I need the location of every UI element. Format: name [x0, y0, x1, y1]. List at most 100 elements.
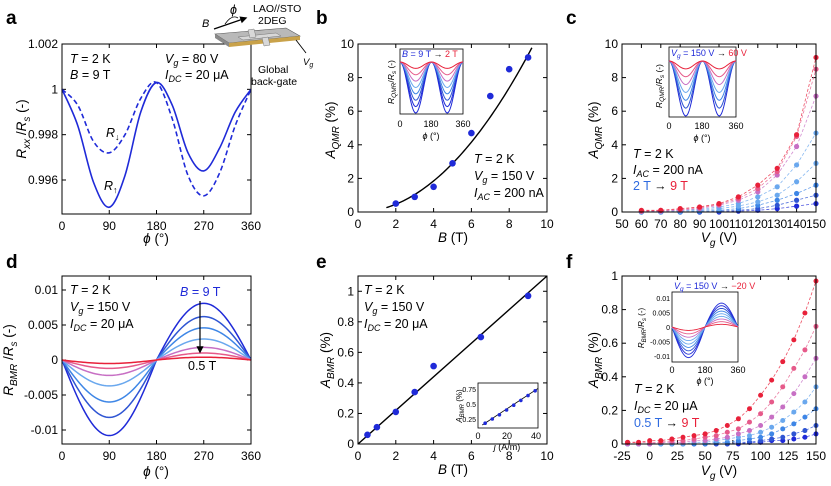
- e-xtick-label: 0: [355, 449, 362, 463]
- panel-c-data-point: [794, 203, 800, 209]
- panel-f-inset-xlabel: ϕ (°): [696, 376, 713, 386]
- d-xtick-label: 360: [241, 449, 261, 463]
- b-xtick-label: 0: [355, 217, 362, 231]
- panel-e-inset-frame: [477, 382, 539, 429]
- panel-e-x-tick-labels: 0 2 4 6 8 10: [355, 449, 554, 463]
- panel-e-data-point: [392, 408, 400, 416]
- panel-e-label: e: [316, 252, 327, 273]
- panel-f-data-point: [758, 392, 764, 398]
- device-phi-label: ϕ: [230, 3, 237, 17]
- panel-f-inset-ytick-label: 0.01: [656, 296, 670, 303]
- panel-b-inset-xtick-0: 0: [397, 119, 402, 129]
- panel-c-series-line: [641, 95, 817, 212]
- panel-b-data-point: [524, 54, 532, 61]
- device-back-gate-label: back-gate: [251, 76, 297, 88]
- panel-b-y-tick-labels: 0 2 4 6 8 10: [341, 37, 355, 219]
- panel-f-inset-xtick-0: 0: [669, 365, 674, 375]
- panel-f-data-point: [713, 428, 719, 434]
- f-xtick-label: 50: [698, 449, 712, 463]
- e-ytick-label: 0.4: [337, 376, 354, 390]
- a-ytick-label: 0.998: [28, 128, 58, 142]
- panel-c-data-point: [755, 199, 761, 205]
- device-vg-label: Vg: [303, 57, 313, 69]
- panel-e-inset-ytick-label: 0.25: [462, 417, 476, 424]
- panel-f-data-point: [780, 384, 786, 390]
- panel-c-data-point: [794, 162, 800, 168]
- panel-f-data-point: [680, 434, 686, 440]
- panel-f-inset: -0.01 -0.005 0 0.005 0.01 Vg = 150 V → −20 V…: [637, 281, 755, 386]
- a-xtick-label: 270: [194, 219, 214, 233]
- panel-f-data-point: [758, 411, 764, 417]
- panel-b-xlabel: B (T): [438, 230, 468, 245]
- e-xtick-label: 2: [392, 449, 399, 463]
- device-substrate-side: [215, 34, 229, 47]
- panel-f-data-point: [746, 419, 752, 425]
- panel-f-data-point: [691, 433, 697, 439]
- a-xtick-label: 90: [103, 219, 117, 233]
- panel-c-inset-ylabel: RQMR/Rs (-): [654, 64, 666, 108]
- panel-f-data-point: [791, 431, 797, 437]
- panel-f-data-point: [791, 436, 797, 442]
- panel-f-inset-ytick-label: 0.005: [652, 310, 670, 317]
- panel-d: d 0 90 180 270 360 -0.01 -0.005 0 0.005 0.01 ϕ (…: [1, 252, 261, 479]
- panel-d-series-curve: [61, 356, 252, 365]
- c-xtick-label: 150: [806, 217, 826, 231]
- f-ytick-label: 0: [611, 437, 618, 451]
- panel-a-plot-area: [61, 43, 252, 214]
- panel-a-y-tick-labels: 0.996 0.998 1 1.002: [28, 37, 58, 187]
- panel-f-data-point: [791, 409, 797, 415]
- panel-e-fit-line: [357, 275, 548, 445]
- panel-b-x-tick-labels: 0 2 4 6 8 10: [355, 217, 554, 231]
- c-xtick-label: 100: [709, 217, 729, 231]
- panel-d-y-tick-labels: -0.01 -0.005 0 0.005 0.01: [24, 283, 58, 437]
- panel-f-data-point: [802, 434, 808, 440]
- panel-f-data-point: [802, 347, 808, 353]
- b-xtick-label: 8: [506, 217, 513, 231]
- panel-b-inset-xlabel: ϕ (°): [422, 131, 439, 141]
- panel-b-data-point: [505, 65, 513, 73]
- b-xtick-label: 6: [468, 217, 475, 231]
- device-contact-bottom: [261, 36, 271, 47]
- panel-e-inset-point: [504, 408, 509, 412]
- panel-e-annotation-temp: T = 2 K: [364, 283, 405, 297]
- panel-f-data-point: [746, 406, 752, 412]
- panel-e: e 0 2 4 6 8 10 00.20.40.60.81 B (T) ABMR (%) …: [316, 252, 554, 477]
- d-ytick-label: -0.01: [31, 423, 59, 437]
- c-xtick-label: 110: [729, 217, 748, 231]
- panel-e-data-point: [411, 388, 419, 396]
- panel-c-series-line: [641, 57, 817, 211]
- panel-f-inset-xtick-180: 180: [697, 365, 712, 375]
- panel-c-data-point: [716, 201, 722, 207]
- panel-c-data-point: [755, 194, 761, 200]
- panel-e-data-point: [477, 333, 485, 341]
- e-ytick-label: 0.6: [337, 345, 354, 359]
- panel-c-series-line: [641, 132, 817, 213]
- panel-a-x-tick-labels: 0 90 180 270 360: [59, 219, 262, 233]
- panel-f-inset-ylabel: RBMR/Rs (-): [637, 307, 648, 348]
- panel-e-inset-xlabel: j (A/m): [493, 442, 521, 452]
- d-ytick-label: -0.005: [24, 388, 58, 402]
- panel-c-data-point: [794, 179, 800, 185]
- panel-f-data-point: [780, 404, 786, 410]
- angle-arc-icon: [224, 16, 239, 25]
- panel-a-device-schematic: ϕ B LAO//STO 2DEG Vg Global back-gate: [202, 3, 313, 88]
- panel-a: a 0 90 180 270 360 0.996 0.998 1 1.002 ϕ (°) Rx…: [6, 3, 313, 246]
- f-xtick-label: 75: [726, 449, 740, 463]
- panel-f-data-point: [658, 438, 664, 444]
- panel-e-xlabel: B (T): [438, 462, 468, 477]
- panel-f-data-point: [780, 359, 786, 365]
- panel-a-series-r-up: [61, 81, 252, 208]
- device-b-label: B: [202, 18, 209, 30]
- panel-e-data-point: [430, 362, 437, 370]
- panel-b-data-point: [430, 183, 437, 191]
- panel-b-inset-ylabel: RQMR/Rs (-): [386, 60, 398, 104]
- panel-d-annotation-idc: IDC = 20 μA: [70, 317, 134, 333]
- panel-c-inset-xlabel: ϕ (°): [693, 133, 710, 143]
- e-xtick-label: 4: [430, 449, 437, 463]
- panel-f-inset-ytick-label: 0: [666, 325, 670, 332]
- panel-d-xlabel: ϕ (°): [143, 464, 169, 479]
- d-xtick-label: 180: [146, 449, 166, 463]
- a-ytick-label: 1.002: [28, 37, 58, 51]
- panel-f-data-point: [758, 434, 764, 440]
- panel-c-data-point: [774, 184, 780, 190]
